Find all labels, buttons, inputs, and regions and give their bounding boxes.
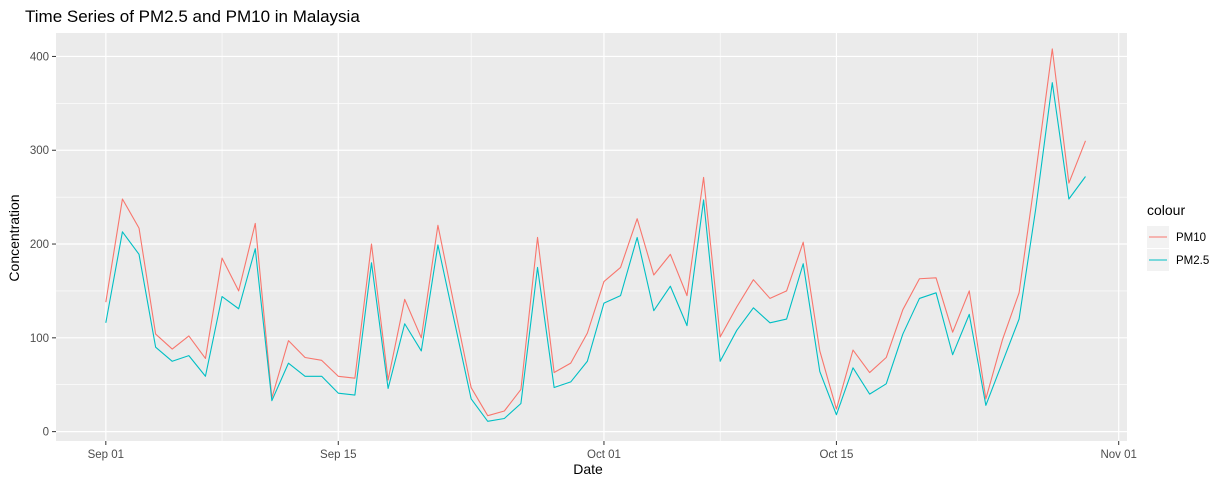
x-tick-label: Oct 01 [587,449,621,461]
legend: colour PM10 PM2.5 [1147,202,1209,271]
series-line-pm2-5 [105,82,1086,422]
x-tick-label: Oct 15 [819,449,853,461]
y-tick-label: 300 [30,145,49,157]
y-tick-label: 200 [30,239,49,251]
chart-title: Time Series of PM2.5 and PM10 in Malaysi… [25,7,360,26]
x-tick-label: Sep 01 [88,449,124,461]
legend-label-pm2-5: PM2.5 [1176,255,1209,267]
y-tick-label: 400 [30,51,49,63]
plot-panel [56,33,1127,441]
y-tick-label: 100 [30,333,49,345]
x-tick-label: Sep 15 [320,449,356,461]
y-axis-title: Concentration [6,194,22,281]
y-axis: 0 100 200 300 400 [30,51,56,439]
x-tick-label: Nov 01 [1100,449,1136,461]
legend-label-pm10: PM10 [1176,232,1206,244]
x-axis-title: Date [573,461,603,477]
legend-title: colour [1147,202,1185,218]
series-line-pm10 [105,48,1087,417]
series-layer [105,48,1087,422]
y-tick-label: 0 [43,427,49,439]
x-axis: Sep 01 Sep 15 Oct 01 Oct 15 Nov 01 [88,441,1137,461]
minor-gridlines [56,33,1127,441]
